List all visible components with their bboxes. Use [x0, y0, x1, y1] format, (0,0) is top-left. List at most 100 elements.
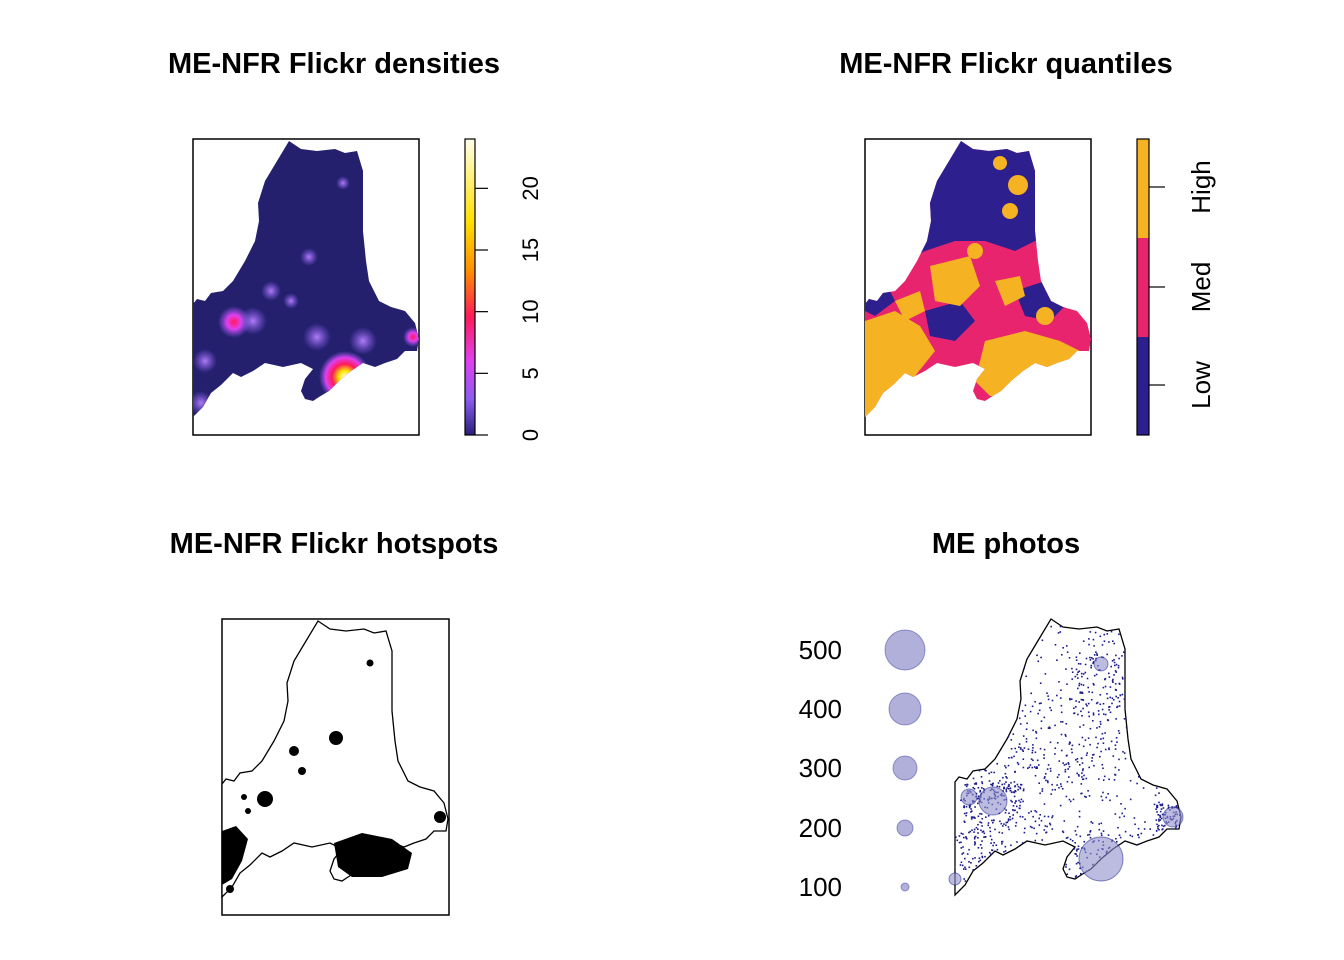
photo-point — [1133, 886, 1136, 889]
photo-point — [1139, 650, 1142, 652]
photo-point — [1158, 801, 1160, 804]
photo-point — [1030, 810, 1032, 813]
photo-point — [1031, 879, 1033, 882]
photo-point — [1028, 851, 1030, 853]
photo-point — [977, 823, 979, 826]
photo-point — [1031, 826, 1033, 829]
photo-point — [1138, 669, 1140, 671]
photo-point — [988, 747, 990, 749]
legend-low-label: Low — [1186, 361, 1216, 409]
photo-point — [1092, 714, 1095, 716]
photo-point — [980, 776, 983, 778]
photo-point — [1088, 715, 1090, 718]
photo-point — [1164, 732, 1166, 734]
photo-point — [964, 868, 967, 870]
photo-point — [1158, 818, 1160, 821]
photo-point — [1049, 770, 1052, 772]
photo-point — [1104, 685, 1107, 688]
photo-point — [1068, 743, 1071, 745]
photo-point — [984, 836, 987, 838]
photo-point — [1036, 877, 1039, 879]
photo-point — [979, 873, 982, 876]
density-legend-bar — [464, 138, 476, 436]
photo-point — [1058, 863, 1060, 865]
photo-point — [1075, 853, 1077, 855]
photo-point — [1061, 830, 1064, 833]
photo-point — [1161, 824, 1163, 827]
photo-point — [1075, 881, 1078, 884]
photo-point — [974, 857, 976, 859]
photo-point — [968, 631, 970, 634]
photo-point — [1016, 761, 1019, 764]
photo-point — [1112, 678, 1114, 681]
photo-point — [1108, 672, 1110, 675]
photo-point — [1125, 726, 1128, 729]
photo-point — [1074, 830, 1077, 832]
photo-point — [1051, 815, 1054, 817]
photo-point — [1129, 834, 1132, 837]
photo-point — [1027, 627, 1029, 629]
photo-point — [968, 866, 971, 869]
photo-point — [981, 855, 983, 858]
photo-point — [1162, 828, 1164, 830]
photo-point — [1099, 703, 1102, 706]
photo-point — [1163, 764, 1165, 766]
photo-point — [1190, 806, 1192, 808]
photo-point — [1184, 808, 1186, 810]
photo-point — [1093, 753, 1095, 756]
photo-point — [1110, 740, 1113, 743]
photo-point — [1043, 829, 1046, 831]
photo-point — [976, 797, 979, 800]
photo-point — [1049, 823, 1052, 826]
photo-point — [963, 639, 965, 642]
photo-point — [1009, 818, 1012, 821]
photo-point — [1092, 720, 1094, 722]
photo-point — [1114, 664, 1116, 667]
photo-point — [1085, 703, 1087, 705]
photo-point — [1065, 852, 1068, 854]
photo-point — [977, 815, 980, 818]
photo-point — [1073, 712, 1076, 714]
photo-point — [994, 619, 996, 621]
photo-point — [1019, 815, 1022, 818]
photo-point — [1011, 817, 1014, 820]
photo-point — [1043, 757, 1045, 759]
photo-point — [1192, 818, 1194, 820]
photo-point — [1082, 699, 1084, 701]
photo-point — [1001, 840, 1004, 843]
photo-point — [994, 860, 996, 862]
photo-point — [1024, 827, 1026, 830]
photo-point — [1167, 644, 1169, 646]
photo-point — [1087, 834, 1089, 836]
size-legend-label: 400 — [799, 694, 842, 724]
photo-point — [977, 828, 979, 830]
photo-point — [1076, 772, 1078, 775]
photo-point — [1184, 822, 1186, 824]
photo-point — [1029, 825, 1032, 828]
photo-point — [976, 663, 978, 665]
photo-point — [1164, 876, 1166, 878]
photo-point — [1003, 783, 1006, 785]
photo-point — [988, 780, 991, 782]
photo-point — [980, 829, 982, 832]
photo-point — [952, 841, 954, 843]
photo-point — [953, 847, 955, 849]
photo-point — [1090, 666, 1092, 669]
photo-point — [1012, 733, 1015, 735]
photo-point — [985, 624, 988, 626]
photo-point — [1171, 863, 1174, 866]
photo-point — [1075, 706, 1077, 708]
quantiles-panel: Low Med High — [864, 138, 1216, 436]
photo-point — [1097, 710, 1100, 712]
photo-point — [981, 873, 984, 875]
photo-point — [1029, 710, 1032, 713]
photo-point — [956, 735, 959, 738]
photo-point — [1014, 825, 1017, 827]
photo-point — [1059, 631, 1062, 633]
photo-point — [1034, 751, 1037, 754]
photo-point — [1103, 775, 1106, 778]
photo-point — [1100, 750, 1102, 753]
photo-point — [1049, 741, 1052, 744]
photo-point — [1081, 675, 1083, 678]
photo-point — [1106, 693, 1108, 695]
